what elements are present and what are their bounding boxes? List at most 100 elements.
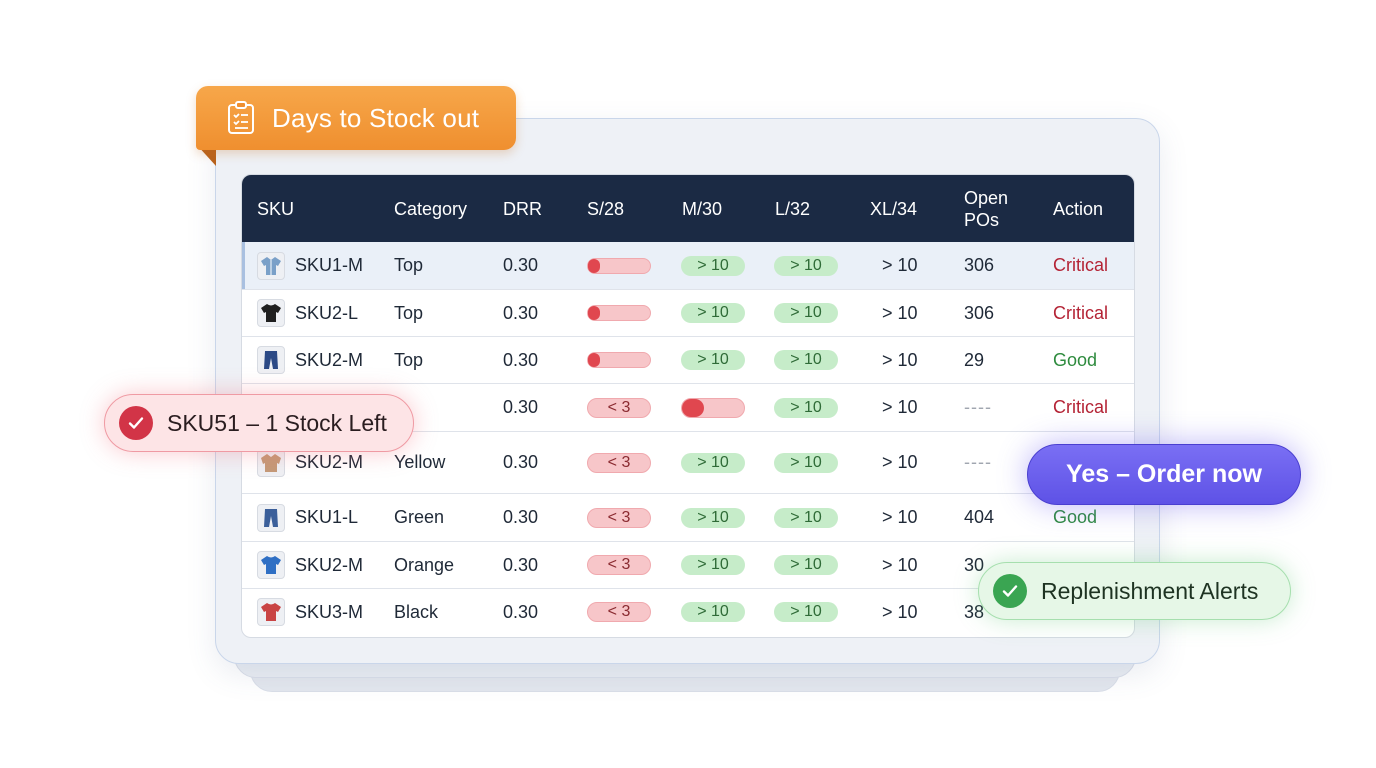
open-pos-cell: ---- <box>964 397 992 417</box>
column-header-m30[interactable]: M/30 <box>682 198 723 219</box>
s28-cell <box>587 337 651 383</box>
days-pill: > 10 <box>774 350 838 370</box>
open-pos-cell: 38 <box>964 601 985 622</box>
column-header-l32[interactable]: L/32 <box>775 198 811 219</box>
sku-cell: SKU1-M <box>257 242 363 289</box>
l32-cell: > 10 <box>774 242 838 289</box>
check-icon <box>993 574 1027 608</box>
replenishment-alerts-badge: Replenishment Alerts <box>978 562 1291 620</box>
m30-cell: > 10 <box>681 494 745 541</box>
table-row[interactable]: SKU2-M Orange 0.30 < 3 > 10 > 10 > 10 30 <box>242 541 1134 588</box>
check-icon <box>119 406 153 440</box>
days-pill: > 10 <box>681 452 745 473</box>
clipboard-icon <box>226 101 256 135</box>
m30-cell: > 10 <box>681 542 745 588</box>
s28-cell: < 3 <box>587 432 651 493</box>
stock-level-fill <box>588 258 601 273</box>
table-row[interactable]: SKU1-L Green 0.30 < 3 > 10 > 10 > 10 404 Good <box>242 493 1134 541</box>
s28-cell: < 3 <box>587 589 651 635</box>
s28-cell: < 3 <box>587 384 651 431</box>
header-ribbon: Days to Stock out <box>196 86 516 150</box>
action-status[interactable]: Good <box>1053 507 1098 527</box>
days-pill: > 10 <box>774 397 838 418</box>
table-row[interactable]: SKU1-M Top 0.30 > 10 > 10 > 10 306 Critical <box>242 242 1134 289</box>
stock-left-text: SKU51 – 1 Stock Left <box>167 409 387 436</box>
shirt-icon <box>257 251 285 280</box>
column-header-open-pos[interactable]: Open POs <box>964 175 1008 242</box>
xl34-cell: > 10 <box>882 507 918 527</box>
open-pos-cell: 404 <box>964 507 995 527</box>
l32-cell: > 10 <box>774 494 838 541</box>
l32-cell: > 10 <box>774 432 838 493</box>
action-status[interactable]: Critical <box>1053 397 1109 417</box>
sku-cell: SKU2-M <box>257 542 363 588</box>
table-row[interactable]: SKU2-L Top 0.30 > 10 > 10 > 10 306 Critical <box>242 289 1134 336</box>
days-pill: > 10 <box>774 555 838 575</box>
drr-cell: 0.30 <box>503 349 539 370</box>
days-pill: < 3 <box>587 555 651 575</box>
column-header-sku[interactable]: SKU <box>257 198 295 219</box>
days-pill: > 10 <box>774 255 838 276</box>
xl34-cell: > 10 <box>882 554 918 575</box>
s28-cell <box>587 242 651 289</box>
sku-cell: SKU1-L <box>257 494 358 541</box>
category-cell: Top <box>394 255 424 275</box>
stock-level-bar <box>587 305 651 321</box>
open-pos-cell: 29 <box>964 349 985 370</box>
m30-cell: > 10 <box>681 432 745 493</box>
table-row[interactable]: SKU2-M Top 0.30 > 10 > 10 > 10 29 Good <box>242 336 1134 383</box>
days-pill: > 10 <box>681 350 745 370</box>
table-row[interactable]: 0.30 < 3 > 10 > 10 ---- Critical <box>242 383 1134 431</box>
xl34-cell: > 10 <box>882 255 918 275</box>
days-pill: > 10 <box>681 507 745 528</box>
drr-cell: 0.30 <box>503 452 539 472</box>
action-status[interactable]: Good <box>1053 349 1098 370</box>
m30-cell: > 10 <box>681 337 745 383</box>
category-cell: Orange <box>394 554 455 575</box>
action-status[interactable]: Critical <box>1053 255 1109 275</box>
sku-cell: SKU2-L <box>257 290 358 336</box>
stock-level-fill <box>682 398 704 417</box>
drr-cell: 0.30 <box>503 507 539 527</box>
open-pos-cell: 306 <box>964 302 995 323</box>
days-pill: < 3 <box>587 602 651 622</box>
column-header-s28[interactable]: S/28 <box>587 198 625 219</box>
sku-label: SKU2-M <box>295 349 364 370</box>
column-header-drr[interactable]: DRR <box>503 198 542 219</box>
sku-cell: SKU2-M <box>257 337 363 383</box>
xl34-cell: > 10 <box>882 601 918 622</box>
table-row[interactable]: SKU2-M Yellow 0.30 < 3 > 10 > 10 > 10 ---- <box>242 431 1134 493</box>
m30-cell: > 10 <box>681 589 745 635</box>
tshirt-icon <box>257 299 285 327</box>
column-header-action[interactable]: Action <box>1053 198 1104 219</box>
sku-label: SKU3-M <box>295 601 364 622</box>
l32-cell: > 10 <box>774 384 838 431</box>
days-pill: > 10 <box>681 255 745 276</box>
table-row[interactable]: SKU3-M Black 0.30 < 3 > 10 > 10 > 10 38 <box>242 588 1134 635</box>
days-pill: < 3 <box>587 507 651 528</box>
drr-cell: 0.30 <box>503 255 539 275</box>
table-body: SKU1-M Top 0.30 > 10 > 10 > 10 306 Critical SKU2… <box>242 242 1134 635</box>
column-header-category[interactable]: Category <box>394 198 468 219</box>
drr-cell: 0.30 <box>503 302 539 323</box>
tshirt-icon <box>257 598 285 626</box>
stock-table: SKU Category DRR S/28 M/30 L/32 XL/34 Op… <box>241 174 1135 638</box>
sku-label: SKU2-L <box>295 302 359 323</box>
xl34-cell: > 10 <box>882 302 918 323</box>
l32-cell: > 10 <box>774 290 838 336</box>
sku-label: SKU2-M <box>295 554 364 575</box>
category-cell: Yellow <box>394 452 446 472</box>
l32-cell: > 10 <box>774 542 838 588</box>
days-pill: < 3 <box>587 397 651 418</box>
tshirt-icon <box>257 551 285 579</box>
days-pill: > 10 <box>774 602 838 622</box>
category-cell: Green <box>394 507 445 527</box>
open-pos-cell: 306 <box>964 255 995 275</box>
days-pill: > 10 <box>681 303 745 323</box>
order-now-button[interactable]: Yes – Order now <box>1027 444 1301 505</box>
column-header-xl34[interactable]: XL/34 <box>870 198 918 219</box>
action-status[interactable]: Critical <box>1053 302 1109 323</box>
drr-cell: 0.30 <box>503 397 539 417</box>
table-header: SKU Category DRR S/28 M/30 L/32 XL/34 Op… <box>242 175 1134 242</box>
sku-label: SKU1-L <box>295 507 359 527</box>
